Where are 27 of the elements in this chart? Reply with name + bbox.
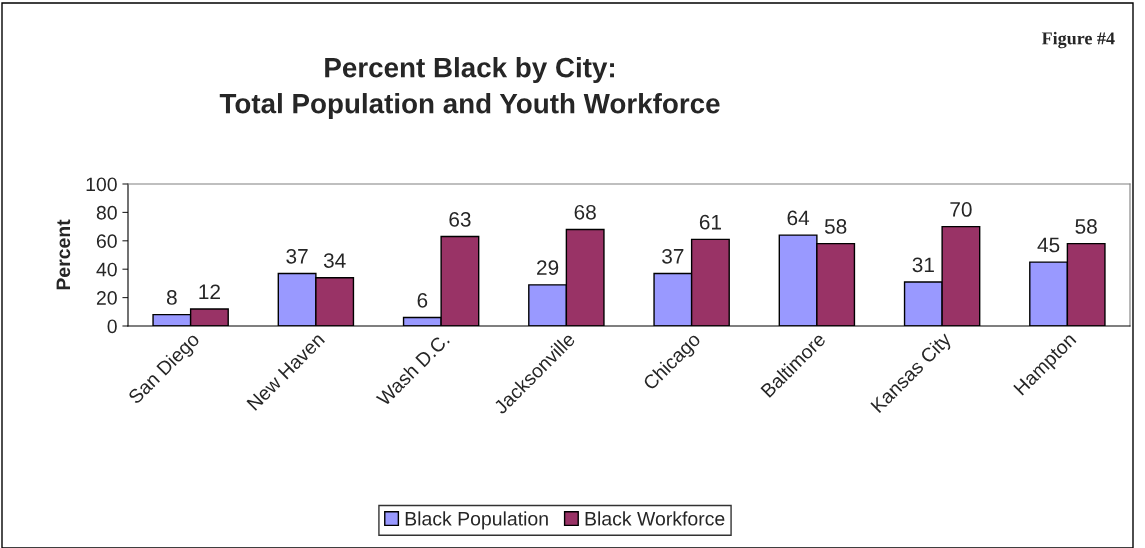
data-label: 29 — [537, 260, 559, 276]
data-label: 12 — [199, 284, 220, 299]
data-label: 34 — [323, 253, 346, 268]
data-label: 68 — [574, 204, 596, 220]
data-label: 58 — [1075, 219, 1097, 234]
chart-title: Percent Black by City: Total Population and Youth Workforce — [219, 57, 720, 119]
data-label: 8 — [166, 290, 177, 305]
legend-label: Black Workforce — [585, 511, 725, 526]
y-tick-label: 20 — [96, 291, 117, 305]
data-label: 64 — [787, 210, 810, 226]
y-tick-label: 60 — [96, 234, 117, 249]
data-label: 31 — [912, 257, 934, 273]
y-tick-label: 100 — [86, 177, 117, 192]
data-label: 37 — [286, 248, 308, 264]
y-tick-label: 0 — [107, 319, 117, 334]
data-label: 6 — [417, 292, 428, 308]
data-label: 58 — [824, 219, 847, 234]
y-tick-label: 80 — [96, 205, 117, 220]
data-label: 63 — [449, 211, 471, 227]
y-axis-title: Percent — [56, 219, 71, 290]
data-label: 37 — [662, 248, 684, 264]
data-label: 70 — [950, 202, 972, 217]
text: Figure #4 — [1041, 31, 1115, 49]
y-tick-label: 40 — [96, 262, 117, 277]
legend-label: Black Population — [405, 511, 548, 530]
data-label: 61 — [699, 214, 721, 230]
data-label: 45 — [1037, 237, 1060, 253]
